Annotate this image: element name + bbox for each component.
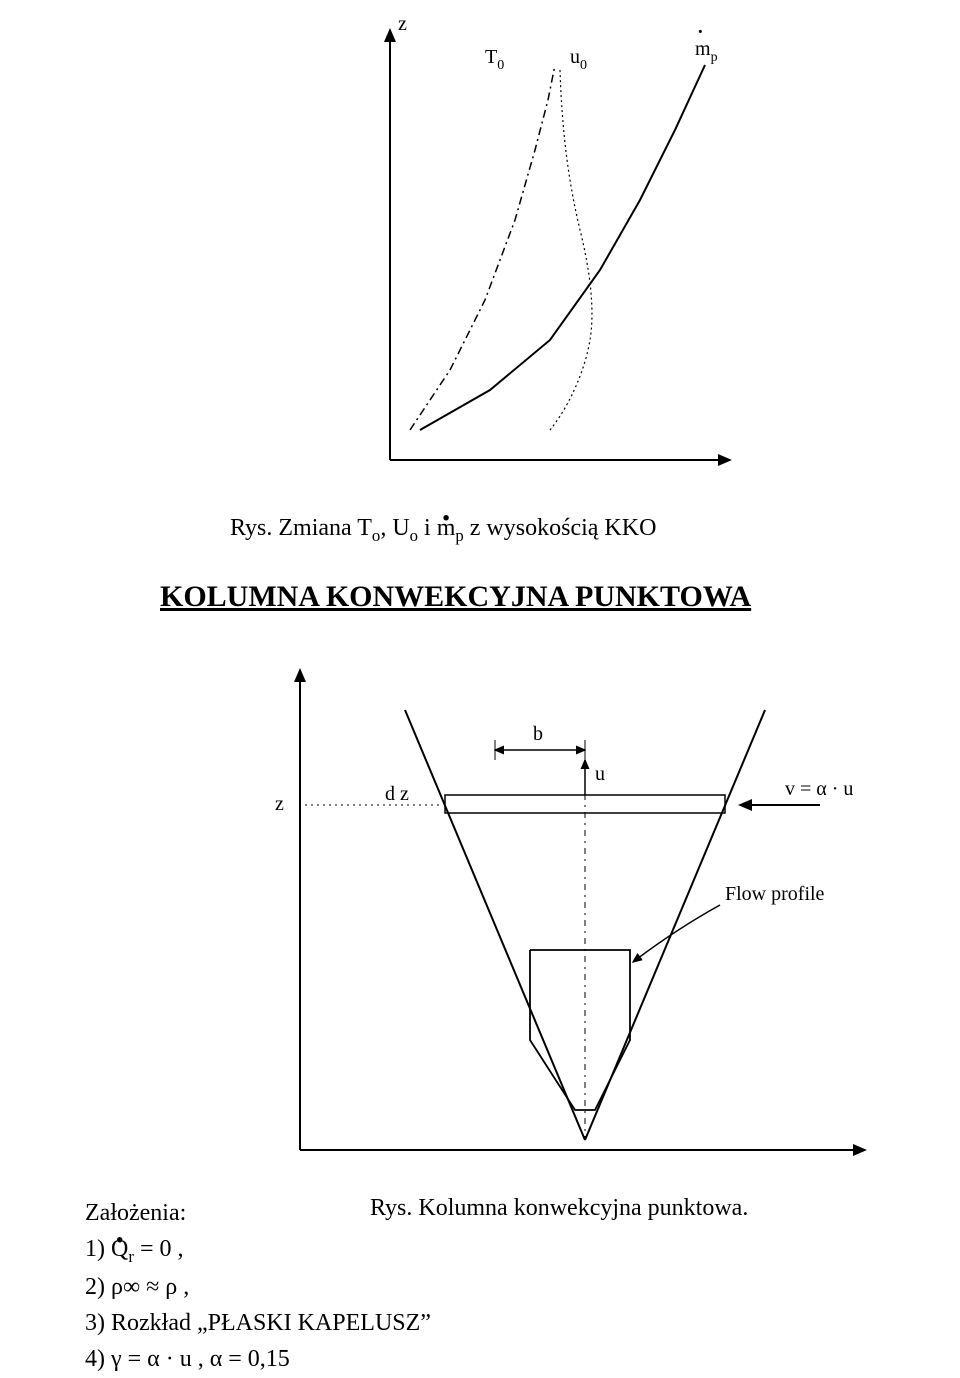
- assumption-1: 1) Qr = 0 ,: [85, 1231, 431, 1269]
- caption1-suffix: z wysokością KKO: [464, 515, 657, 541]
- assumption-2: 2) ρ∞ ≈ ρ ,: [85, 1269, 431, 1305]
- flow-profile-pointer: [633, 905, 720, 962]
- assumption-3: 3) Rozkład „PŁASKI KAPELUSZ”: [85, 1305, 431, 1341]
- label-u0: u0: [570, 46, 587, 73]
- assumptions-block: Założenia: 1) Qr = 0 , 2) ρ∞ ≈ ρ , 3) Ro…: [85, 1195, 431, 1377]
- curve-mp: [420, 65, 705, 430]
- caption1-sub-o2: o: [410, 526, 418, 545]
- dz-label: d z: [385, 783, 409, 805]
- caption1-m: m: [437, 515, 456, 542]
- b-label: b: [533, 723, 543, 745]
- curve-u0: [550, 70, 592, 430]
- assumption-4: 4) γ = α · u , α = 0,15: [85, 1341, 431, 1377]
- figure-2-caption: Rys. Kolumna konwekcyjna punktowa.: [370, 1195, 748, 1222]
- figure-2-diagram: b u v = α · u z d z Flow profile: [265, 640, 885, 1170]
- mp-dot: ·: [696, 17, 705, 46]
- diagram-svg: b u v = α · u z d z Flow profile: [265, 640, 885, 1170]
- figure-1-caption: Rys. Zmiana To, Uo i mp z wysokością KKO: [230, 515, 656, 546]
- u-label: u: [595, 763, 605, 785]
- figure-1-chart: z T0 u0 mp ·: [290, 10, 740, 480]
- cone-left: [405, 710, 585, 1140]
- section-heading: KOLUMNA KONWEKCYJNA PUNKTOWA: [160, 580, 751, 614]
- z-axis-label: z: [398, 13, 407, 35]
- flow-profile-label: Flow profile: [725, 883, 825, 905]
- chart-svg: z T0 u0 mp ·: [290, 10, 740, 480]
- z-label-2: z: [275, 793, 284, 815]
- v-label: v = α · u: [785, 778, 853, 800]
- caption1-sub-p: p: [455, 526, 463, 545]
- label-T0: T0: [485, 46, 504, 73]
- caption1-mid1: , U: [380, 515, 409, 541]
- curve-T0: [410, 65, 555, 430]
- flow-profile-box: [530, 950, 630, 1110]
- caption1-mid2: i: [418, 515, 437, 541]
- caption1-prefix: Rys. Zmiana T: [230, 515, 372, 541]
